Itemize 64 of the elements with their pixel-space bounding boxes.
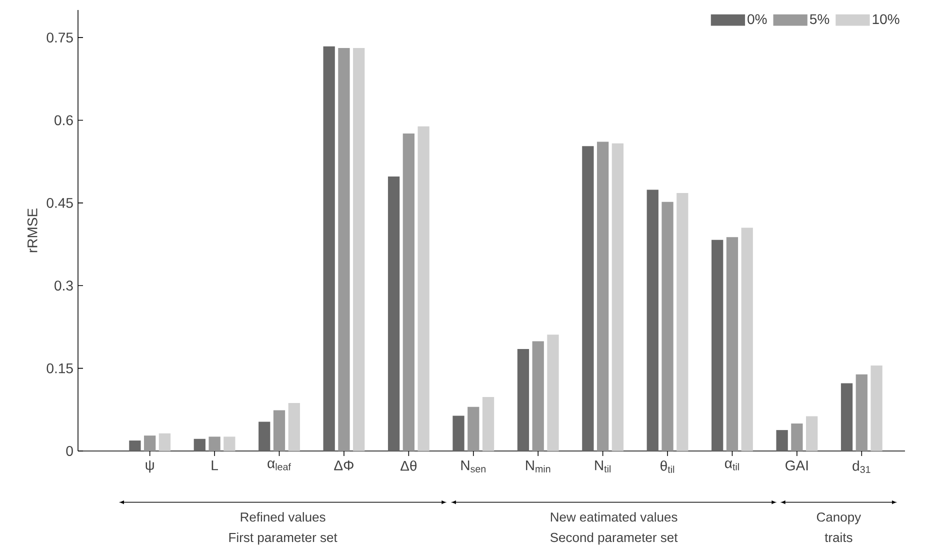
x-tick-label: α$_{til}$ [724, 460, 739, 470]
bar [806, 416, 818, 451]
y-axis-title: rRMSE [27, 208, 38, 252]
bar [452, 416, 464, 451]
bar [353, 48, 365, 451]
bar [676, 193, 688, 451]
y-tick-label: 0 [66, 446, 73, 456]
y-tick-label: 0.3 [54, 280, 73, 291]
bar [646, 190, 658, 451]
bar [208, 436, 220, 451]
bar [273, 410, 286, 451]
bar [532, 341, 544, 451]
bar [258, 422, 270, 451]
bar [418, 126, 430, 451]
bar [712, 240, 724, 451]
bar [741, 228, 753, 451]
legend-label: 10% [872, 14, 900, 24]
bar [388, 176, 400, 451]
bar [856, 374, 868, 451]
bar [194, 438, 206, 451]
bar [288, 403, 300, 451]
bar [224, 436, 236, 451]
bar [468, 406, 480, 451]
x-tick-label: ψ [146, 460, 154, 473]
bar [158, 433, 171, 451]
text: Canopy [816, 512, 862, 524]
y-tick-label: 0.45 [46, 198, 73, 208]
x-tick-label: L [212, 460, 218, 470]
x-tick-label: GAI [786, 460, 808, 470]
x-tick-label: Δθ [400, 460, 417, 471]
legend-label: 5% [810, 14, 830, 24]
bar [482, 396, 494, 451]
bar [144, 436, 156, 451]
x-tick-label: θ$_{til}$ [660, 460, 674, 473]
bar [791, 423, 803, 451]
bar [726, 237, 738, 451]
y-tick-label: 0.15 [46, 363, 73, 374]
bar [323, 46, 335, 451]
bar [612, 143, 624, 451]
bar [582, 146, 594, 451]
x-tick-label: N$_{min}$ [526, 460, 550, 472]
x-tick-label: ΔΦ [334, 460, 354, 470]
text: Refined values [240, 512, 326, 522]
bar [662, 202, 674, 451]
x-tick-label: N$_{sen}$ [461, 460, 486, 472]
bar [517, 349, 530, 451]
y-tick-label: 0.6 [54, 115, 73, 126]
bar [596, 142, 609, 451]
text: traits [824, 532, 852, 542]
text: Second parameter set [550, 532, 678, 545]
bar [402, 133, 414, 451]
bar [840, 383, 853, 451]
legend-label: 0% [748, 14, 767, 24]
bar [129, 440, 141, 451]
bar [338, 48, 350, 451]
text: First parameter set [229, 532, 338, 545]
bar [870, 366, 882, 451]
bar [547, 334, 559, 451]
x-tick-label: α$_{leaf}$ [268, 460, 291, 470]
bar [776, 430, 788, 451]
y-tick-label: 0.75 [46, 32, 73, 43]
x-tick-label: N$_{til}$ [595, 460, 610, 472]
x-tick-label: d$_{31}$ [852, 460, 870, 473]
text: New eatimated values [550, 512, 678, 522]
